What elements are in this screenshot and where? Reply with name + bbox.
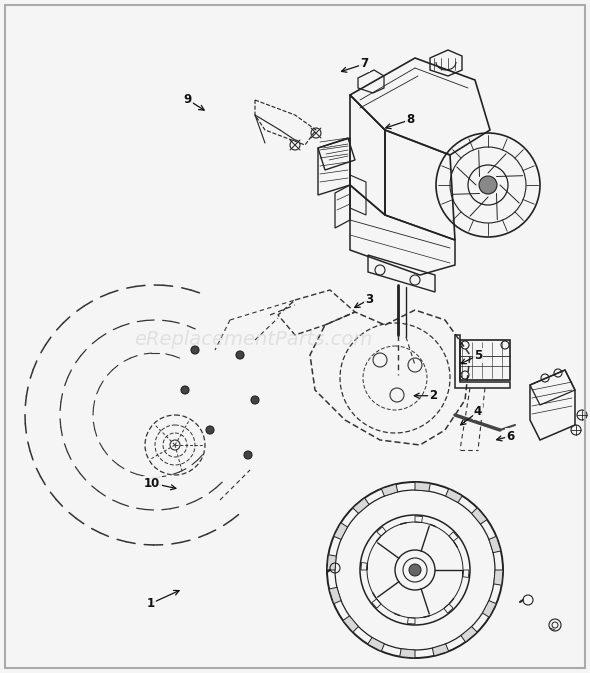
Circle shape: [479, 176, 497, 194]
Text: 4: 4: [474, 405, 482, 419]
Text: 6: 6: [506, 429, 514, 443]
Polygon shape: [334, 523, 348, 539]
Text: 10: 10: [144, 476, 160, 490]
Polygon shape: [494, 570, 503, 586]
Circle shape: [409, 564, 421, 576]
Circle shape: [181, 386, 189, 394]
Text: 5: 5: [474, 349, 482, 362]
Polygon shape: [368, 637, 385, 651]
Circle shape: [206, 426, 214, 434]
Polygon shape: [489, 536, 501, 553]
Circle shape: [236, 351, 244, 359]
Polygon shape: [483, 600, 496, 617]
Polygon shape: [445, 489, 463, 503]
Text: 8: 8: [406, 113, 414, 127]
Text: 9: 9: [183, 93, 192, 106]
Polygon shape: [381, 484, 398, 496]
Circle shape: [244, 451, 252, 459]
Circle shape: [191, 346, 199, 354]
Polygon shape: [327, 555, 336, 570]
Polygon shape: [415, 482, 430, 491]
Polygon shape: [353, 498, 369, 513]
Polygon shape: [461, 627, 477, 642]
Text: 1: 1: [146, 597, 155, 610]
Circle shape: [251, 396, 259, 404]
Polygon shape: [343, 616, 359, 632]
Polygon shape: [432, 644, 448, 656]
Text: 3: 3: [365, 293, 373, 306]
Text: eReplacementParts.com: eReplacementParts.com: [135, 330, 373, 349]
Polygon shape: [471, 507, 487, 524]
Text: 2: 2: [430, 389, 438, 402]
Text: 7: 7: [360, 57, 369, 71]
Polygon shape: [329, 588, 341, 604]
Polygon shape: [399, 649, 415, 658]
